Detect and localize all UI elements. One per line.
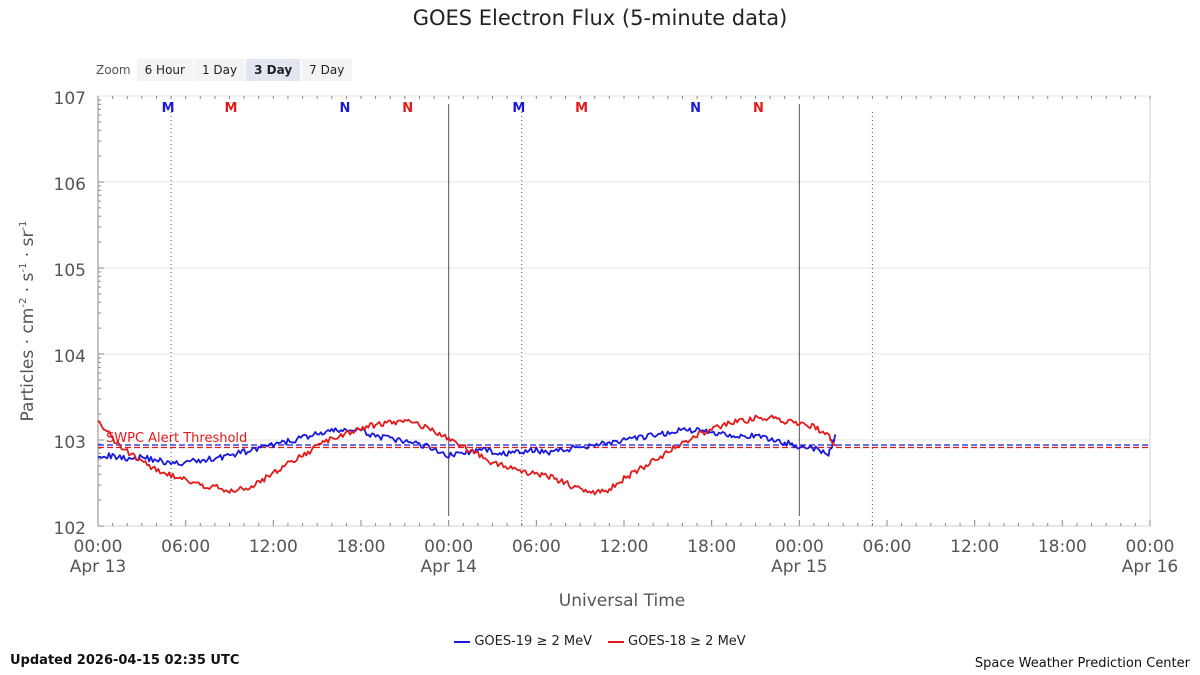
noon-midnight-marker: M xyxy=(162,101,175,116)
zoom-selector: Zoom 6 Hour 1 Day 3 Day 7 Day xyxy=(96,58,353,82)
x-tick-label: 18:00 xyxy=(337,537,386,557)
x-tick-label: 00:00 xyxy=(74,537,123,557)
y-tick-label: 104 xyxy=(54,347,86,367)
zoom-label: Zoom xyxy=(96,63,131,77)
y-tick-label: 106 xyxy=(54,175,86,195)
chart-legend: GOES-19 ≥ 2 MeV GOES-18 ≥ 2 MeV xyxy=(0,634,1200,649)
series-line-goes19 xyxy=(97,426,837,467)
series-line-goes18 xyxy=(97,414,837,496)
x-date-label: Apr 15 xyxy=(771,557,827,577)
legend-label-goes18: GOES-18 ≥ 2 MeV xyxy=(628,634,746,649)
zoom-7-day-button[interactable]: 7 Day xyxy=(301,59,353,81)
x-tick-label: 12:00 xyxy=(950,537,999,557)
noon-midnight-marker: M xyxy=(575,101,588,116)
x-tick-label: 00:00 xyxy=(775,537,824,557)
zoom-1-day-button[interactable]: 1 Day xyxy=(193,59,246,81)
chart-title: GOES Electron Flux (5-minute data) xyxy=(412,6,788,30)
x-date-label: Apr 14 xyxy=(420,557,476,577)
y-tick-label: 105 xyxy=(54,261,86,281)
x-tick-label: 00:00 xyxy=(1126,537,1175,557)
x-tick-label: 00:00 xyxy=(424,537,473,557)
noon-midnight-marker: M xyxy=(224,101,237,116)
y-tick-label: 107 xyxy=(54,89,86,109)
x-tick-label: 12:00 xyxy=(600,537,649,557)
x-axis-label: Universal Time xyxy=(559,591,685,611)
x-date-label: Apr 13 xyxy=(70,557,126,577)
noon-midnight-marker: N xyxy=(690,101,701,116)
plot-frame xyxy=(97,95,1151,527)
credit-label: Space Weather Prediction Center xyxy=(974,656,1190,671)
noon-midnight-marker: N xyxy=(339,101,350,116)
y-tick-label: 103 xyxy=(54,433,86,453)
legend-item-goes18[interactable]: GOES-18 ≥ 2 MeV xyxy=(608,634,746,649)
y-axis-label: Particles · cm-2 · s-1 · sr-1 xyxy=(18,221,38,422)
noon-midnight-marker: N xyxy=(402,101,413,116)
x-tick-label: 06:00 xyxy=(512,537,561,557)
y-tick-label: 102 xyxy=(54,519,86,539)
legend-item-goes19[interactable]: GOES-19 ≥ 2 MeV xyxy=(454,634,592,649)
x-tick-label: 06:00 xyxy=(161,537,210,557)
x-date-label: Apr 16 xyxy=(1122,557,1178,577)
zoom-6-hour-button[interactable]: 6 Hour xyxy=(136,59,193,81)
x-tick-label: 06:00 xyxy=(863,537,912,557)
legend-label-goes19: GOES-19 ≥ 2 MeV xyxy=(474,634,592,649)
legend-swatch-goes18 xyxy=(608,640,624,643)
x-tick-label: 18:00 xyxy=(1038,537,1087,557)
x-tick-label: 18:00 xyxy=(687,537,736,557)
zoom-3-day-button[interactable]: 3 Day xyxy=(246,59,301,81)
threshold-label: SWPC Alert Threshold xyxy=(106,431,247,446)
legend-swatch-goes19 xyxy=(454,640,471,643)
x-tick-label: 12:00 xyxy=(249,537,298,557)
noon-midnight-marker: M xyxy=(512,101,525,116)
updated-timestamp: Updated 2026-04-15 02:35 UTC xyxy=(10,653,240,668)
noon-midnight-marker: N xyxy=(753,101,764,116)
